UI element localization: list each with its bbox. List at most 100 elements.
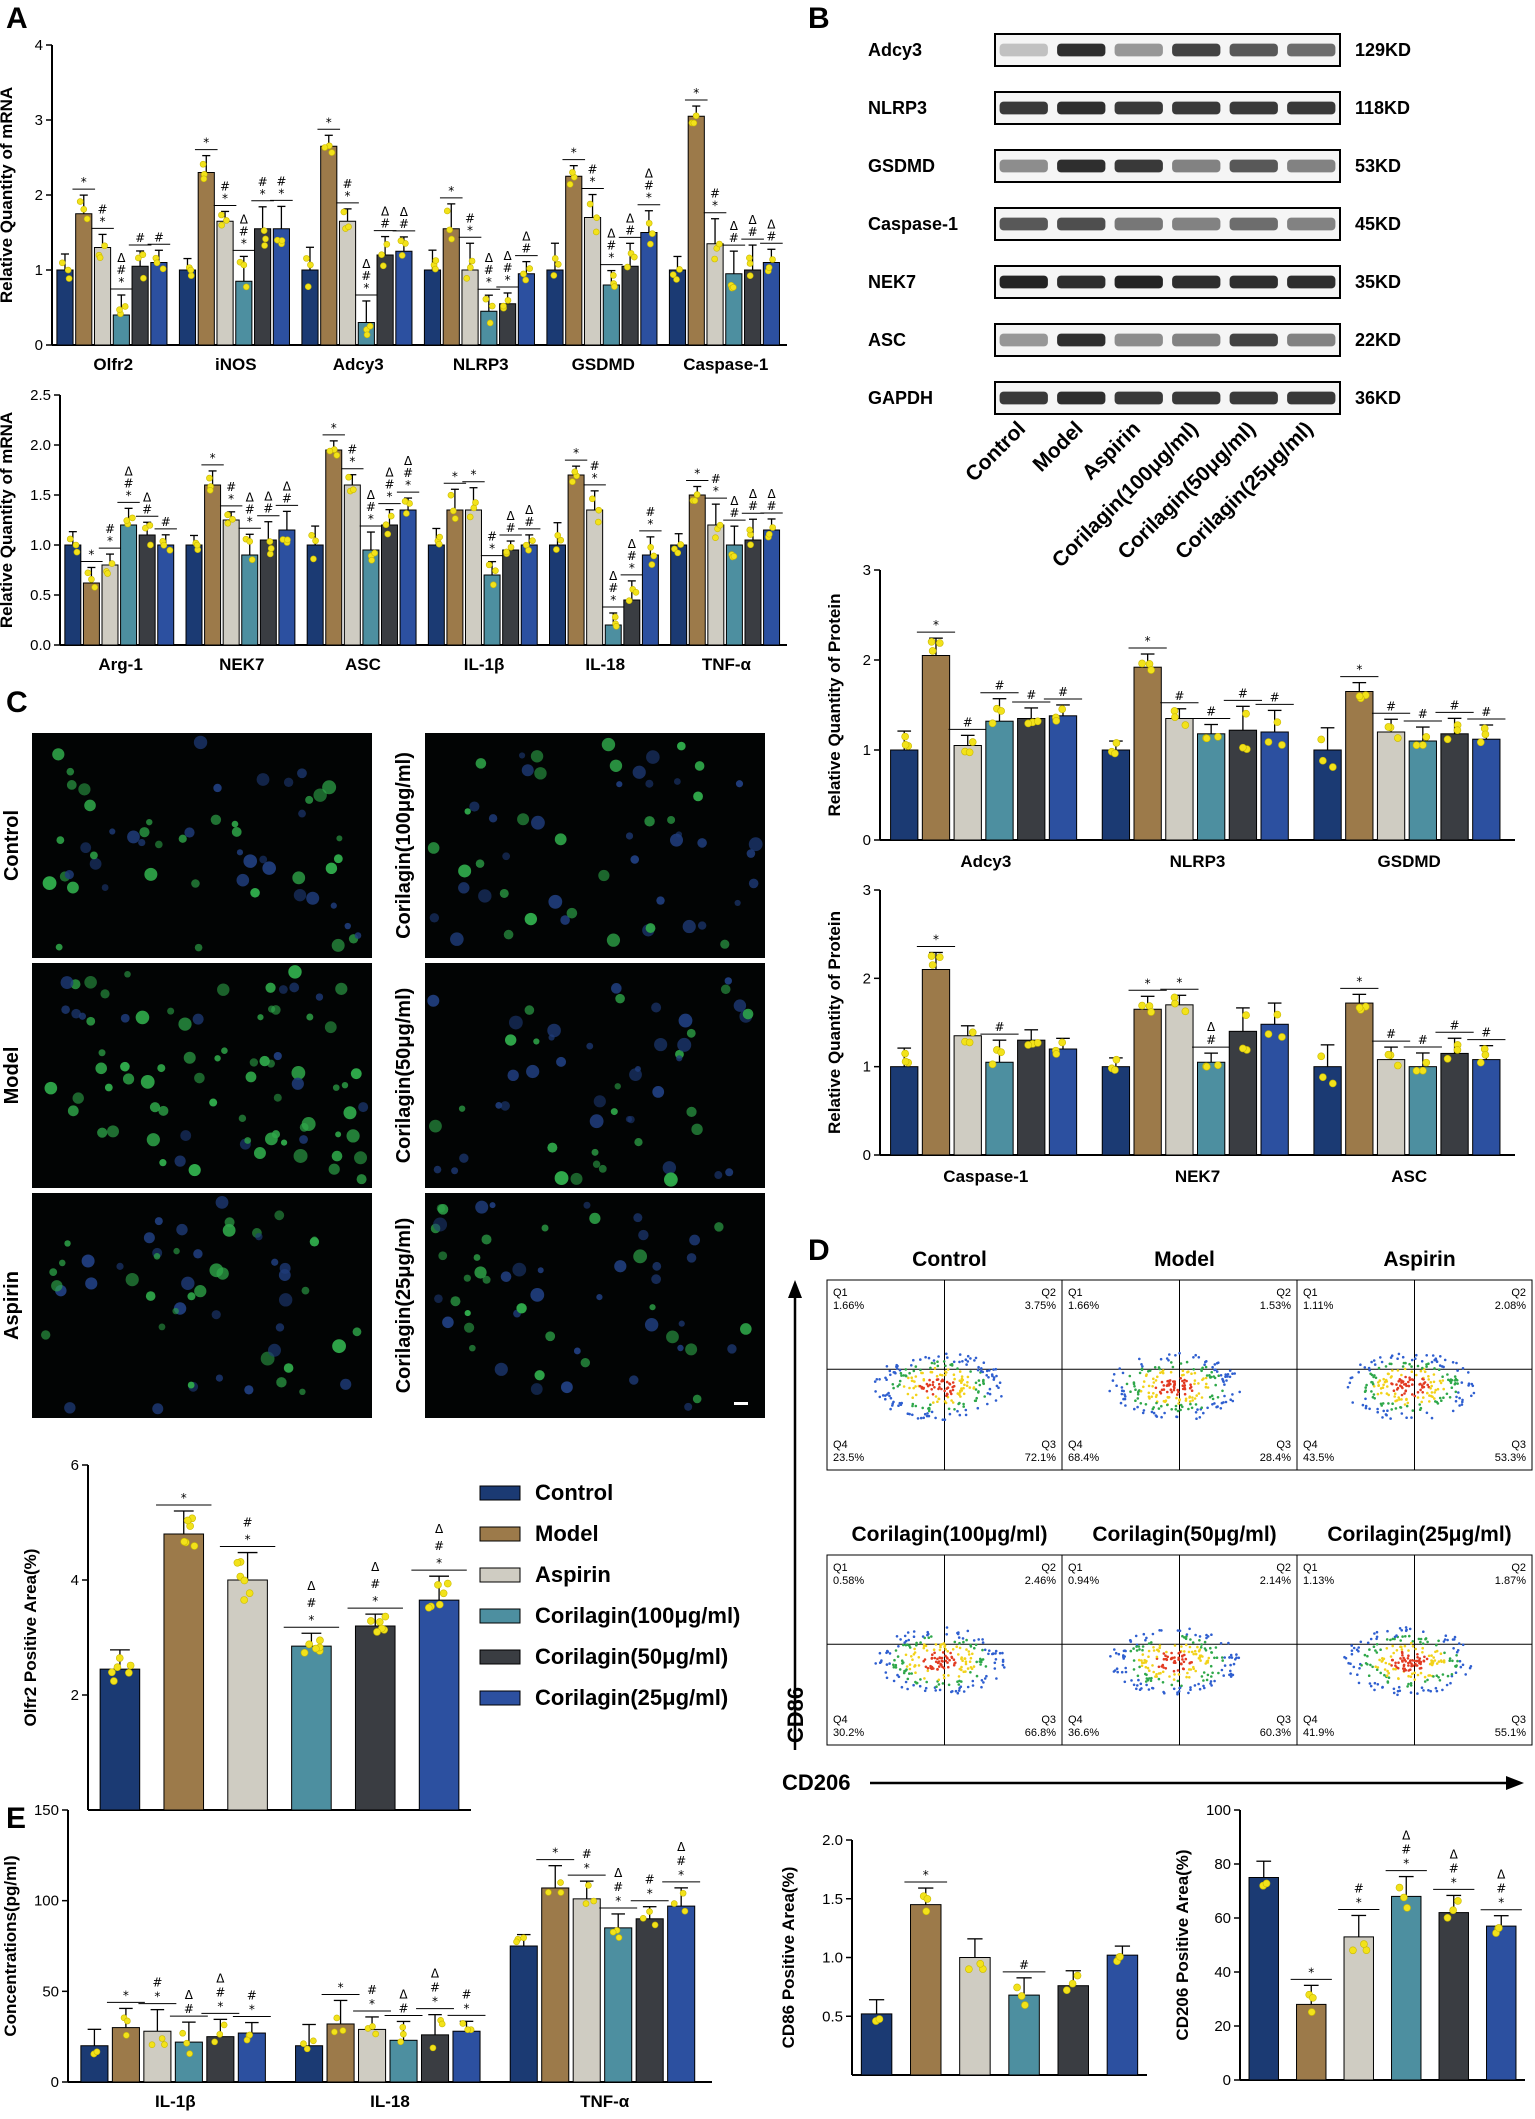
bar <box>910 1904 942 2076</box>
bar <box>1486 1925 1517 2081</box>
data-point <box>447 491 455 499</box>
x-category-label: NLRP3 <box>453 355 509 374</box>
event-dot <box>892 1386 895 1390</box>
data-point <box>305 1640 313 1649</box>
data-point <box>340 208 348 216</box>
significance-mark: Δ <box>677 1840 686 1854</box>
significance-mark: * <box>1145 634 1151 648</box>
cell <box>611 983 622 994</box>
event-dot <box>1222 1674 1225 1677</box>
cell <box>596 1293 603 1301</box>
cell <box>120 1013 130 1023</box>
event-dot <box>1421 1377 1424 1381</box>
event-dot <box>1413 1659 1416 1663</box>
blot-size-label: 36KD <box>1355 388 1401 408</box>
data-point <box>677 541 684 548</box>
significance-mark: Δ <box>404 454 413 468</box>
data-point <box>1319 756 1327 765</box>
event-dot <box>993 1661 997 1665</box>
significance-mark: * <box>933 932 939 946</box>
significance-mark: Δ <box>522 230 531 244</box>
data-point <box>303 2045 311 2053</box>
event-dot <box>1378 1379 1382 1382</box>
event-dot <box>1407 1674 1410 1678</box>
data-point <box>64 266 72 274</box>
data-point <box>765 530 773 538</box>
significance-mark: * <box>552 1846 558 1860</box>
event-dot <box>1136 1405 1139 1409</box>
event-dot <box>1461 1400 1464 1404</box>
event-dot <box>1161 1371 1165 1375</box>
event-dot <box>1425 1365 1428 1368</box>
event-dot <box>1377 1366 1381 1370</box>
event-dot <box>1439 1659 1443 1662</box>
event-dot <box>1122 1654 1125 1657</box>
data-point <box>113 1663 122 1672</box>
event-dot <box>1359 1363 1362 1366</box>
event-dot <box>1160 1404 1163 1408</box>
event-dot <box>1453 1382 1457 1386</box>
event-dot <box>1181 1634 1184 1638</box>
quadrant-value: 36.6% <box>1068 1727 1099 1739</box>
significance-mark: Δ <box>371 1560 380 1574</box>
cell <box>689 1234 701 1246</box>
event-dot <box>1386 1681 1390 1684</box>
event-dot <box>1187 1691 1190 1695</box>
significance-mark: # <box>767 499 777 513</box>
event-dot <box>1419 1637 1423 1641</box>
event-dot <box>922 1416 925 1420</box>
event-dot <box>1140 1367 1144 1371</box>
cell <box>598 869 610 882</box>
blot-protein-label: GSDMD <box>868 156 935 176</box>
event-dot <box>977 1390 980 1393</box>
cell <box>427 994 440 1007</box>
cell <box>488 814 498 823</box>
event-dot <box>1228 1375 1232 1379</box>
event-dot <box>1384 1661 1388 1665</box>
event-dot <box>1397 1352 1401 1356</box>
event-dot <box>939 1662 942 1666</box>
event-dot <box>1137 1678 1140 1682</box>
event-dot <box>1454 1664 1457 1668</box>
blot-band <box>1229 217 1278 231</box>
event-dot <box>1217 1671 1220 1675</box>
cell <box>275 1323 285 1332</box>
event-dot <box>994 1652 997 1655</box>
event-dot <box>1411 1640 1415 1643</box>
event-dot <box>1422 1385 1426 1389</box>
bar <box>64 544 82 646</box>
event-dot <box>1182 1373 1185 1377</box>
event-dot <box>1203 1363 1206 1366</box>
event-dot <box>1386 1629 1389 1633</box>
cell <box>433 1165 442 1174</box>
event-dot <box>966 1685 970 1689</box>
data-point <box>179 2029 186 2037</box>
event-dot <box>983 1677 987 1680</box>
event-dot <box>1166 1403 1169 1407</box>
quadrant-name: Q4 <box>833 1439 848 1451</box>
event-dot <box>1392 1667 1395 1671</box>
significance-mark: # <box>276 174 286 188</box>
event-dot <box>1377 1381 1380 1384</box>
significance-mark: # <box>135 231 145 245</box>
event-dot <box>1113 1648 1116 1651</box>
event-dot <box>1352 1646 1356 1650</box>
x-category-label: NEK7 <box>219 655 264 674</box>
event-dot <box>924 1665 928 1669</box>
event-dot <box>894 1663 898 1667</box>
bar <box>1133 1008 1162 1156</box>
data-point <box>670 1900 678 1907</box>
event-dot <box>924 1686 928 1690</box>
event-dot <box>1454 1390 1458 1394</box>
event-dot <box>1398 1689 1402 1693</box>
event-dot <box>933 1651 936 1655</box>
x-category-label: Adcy3 <box>333 355 384 374</box>
event-dot <box>1185 1379 1188 1383</box>
event-dot <box>1195 1394 1198 1397</box>
data-point <box>84 569 92 577</box>
event-dot <box>1404 1635 1407 1638</box>
cell <box>589 1114 604 1129</box>
event-dot <box>1423 1675 1427 1679</box>
event-dot <box>1188 1645 1192 1649</box>
event-dot <box>1347 1661 1350 1665</box>
